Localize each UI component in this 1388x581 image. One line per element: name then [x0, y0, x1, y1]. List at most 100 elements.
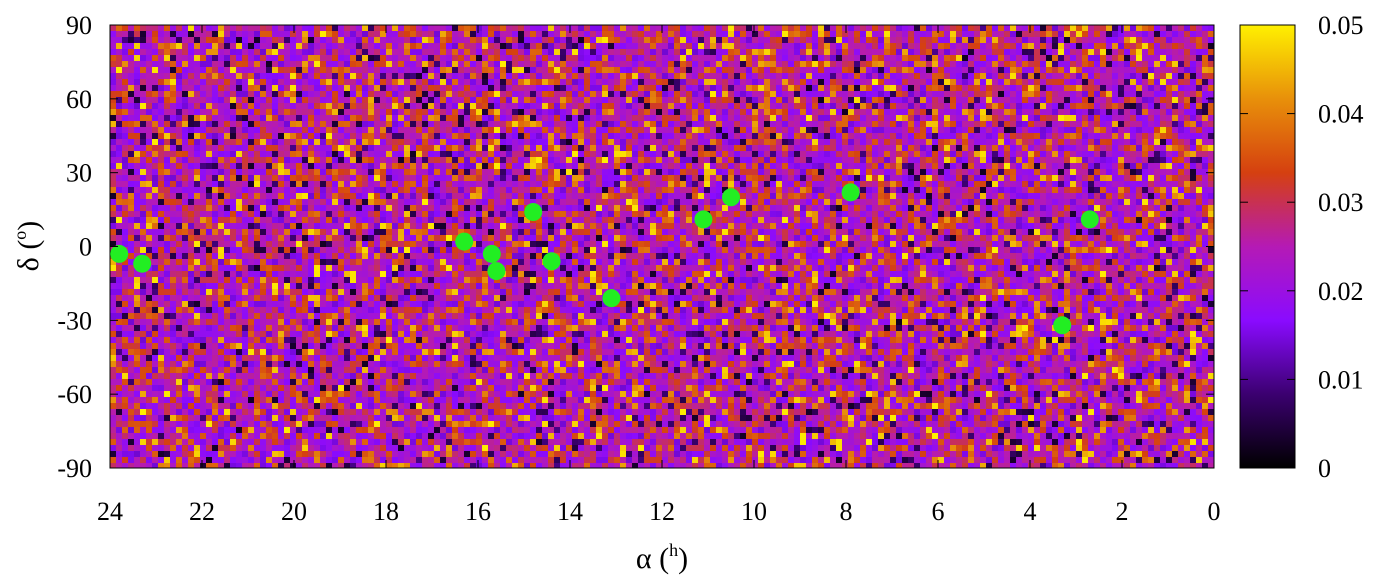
- heatmap-cell: [962, 43, 968, 49]
- heatmap-cell: [974, 115, 980, 121]
- heatmap-cell: [602, 31, 608, 37]
- heatmap-cell: [242, 73, 248, 79]
- heatmap-cell: [536, 37, 542, 43]
- heatmap-cell: [446, 73, 452, 79]
- heatmap-cell: [512, 133, 518, 139]
- heatmap-cell: [422, 103, 428, 109]
- heatmap-cell: [914, 37, 920, 43]
- heatmap-cell: [374, 151, 380, 157]
- heatmap-cell: [632, 127, 638, 133]
- heatmap-cell: [968, 157, 974, 163]
- heatmap-cell: [356, 97, 362, 103]
- heatmap-cell: [632, 25, 638, 31]
- heatmap-cell: [320, 121, 326, 127]
- heatmap-cell: [746, 61, 752, 67]
- heatmap-cell: [1160, 127, 1166, 133]
- heatmap-cell: [500, 169, 506, 175]
- heatmap-cell: [242, 67, 248, 73]
- heatmap-cell: [1082, 115, 1088, 121]
- heatmap-cell: [602, 127, 608, 133]
- heatmap-cell: [1136, 175, 1142, 181]
- heatmap-cell: [1142, 175, 1148, 181]
- heatmap-cell: [644, 109, 650, 115]
- heatmap-cell: [254, 25, 260, 31]
- heatmap-cell: [890, 181, 896, 187]
- heatmap-cell: [476, 31, 482, 37]
- heatmap-cell: [440, 157, 446, 163]
- heatmap-cell: [908, 25, 914, 31]
- heatmap-cell: [722, 61, 728, 67]
- heatmap-cell: [740, 37, 746, 43]
- heatmap-cell: [116, 43, 122, 49]
- heatmap-cell: [398, 37, 404, 43]
- heatmap-cell: [236, 163, 242, 169]
- heatmap-cell: [788, 103, 794, 109]
- heatmap-cell: [926, 55, 932, 61]
- heatmap-cell: [386, 121, 392, 127]
- heatmap-cell: [854, 37, 860, 43]
- heatmap-cell: [1202, 103, 1208, 109]
- heatmap-cell: [884, 151, 890, 157]
- heatmap-cell: [500, 31, 506, 37]
- heatmap-cell: [188, 163, 194, 169]
- heatmap-cell: [830, 67, 836, 73]
- heatmap-cell: [1016, 73, 1022, 79]
- heatmap-cell: [260, 157, 266, 163]
- heatmap-cell: [590, 79, 596, 85]
- heatmap-cell: [194, 103, 200, 109]
- heatmap-cell: [938, 109, 944, 115]
- heatmap-cell: [428, 55, 434, 61]
- heatmap-cell: [386, 139, 392, 145]
- heatmap-cell: [140, 181, 146, 187]
- heatmap-cell: [1202, 97, 1208, 103]
- heatmap-cell: [614, 115, 620, 121]
- heatmap-cell: [620, 145, 626, 151]
- heatmap-cell: [164, 55, 170, 61]
- heatmap-cell: [704, 55, 710, 61]
- heatmap-cell: [812, 169, 818, 175]
- heatmap-cell: [1076, 121, 1082, 127]
- heatmap-cell: [1172, 61, 1178, 67]
- heatmap-cell: [182, 97, 188, 103]
- heatmap-cell: [266, 121, 272, 127]
- heatmap-cell: [248, 115, 254, 121]
- heatmap-cell: [410, 133, 416, 139]
- heatmap-cell: [1160, 25, 1166, 31]
- heatmap-cell: [1016, 79, 1022, 85]
- heatmap-cell: [128, 55, 134, 61]
- heatmap-cell: [872, 109, 878, 115]
- heatmap-cell: [230, 121, 236, 127]
- heatmap-cell: [110, 139, 116, 145]
- heatmap-cell: [578, 145, 584, 151]
- heatmap-cell: [128, 139, 134, 145]
- heatmap-cell: [248, 133, 254, 139]
- heatmap-cell: [782, 49, 788, 55]
- heatmap-cell: [206, 187, 212, 193]
- heatmap-cell: [980, 151, 986, 157]
- heatmap-cell: [398, 91, 404, 97]
- heatmap-cell: [974, 67, 980, 73]
- heatmap-cell: [1076, 139, 1082, 145]
- heatmap-cell: [992, 175, 998, 181]
- heatmap-cell: [1160, 73, 1166, 79]
- heatmap-cell: [476, 151, 482, 157]
- heatmap-cell: [830, 139, 836, 145]
- heatmap-cell: [356, 31, 362, 37]
- heatmap-cell: [944, 139, 950, 145]
- heatmap-cell: [740, 157, 746, 163]
- heatmap-cell: [164, 73, 170, 79]
- heatmap-cell: [416, 121, 422, 127]
- heatmap-cell: [638, 55, 644, 61]
- heatmap-cell: [290, 55, 296, 61]
- heatmap-cell: [896, 97, 902, 103]
- heatmap-cell: [1052, 181, 1058, 187]
- heatmap-cell: [536, 79, 542, 85]
- heatmap-cell: [710, 61, 716, 67]
- heatmap-cell: [362, 73, 368, 79]
- heatmap-cell: [842, 163, 848, 169]
- heatmap-cell: [128, 121, 134, 127]
- heatmap-cell: [362, 169, 368, 175]
- heatmap-cell: [584, 73, 590, 79]
- heatmap-cell: [230, 169, 236, 175]
- heatmap-cell: [764, 121, 770, 127]
